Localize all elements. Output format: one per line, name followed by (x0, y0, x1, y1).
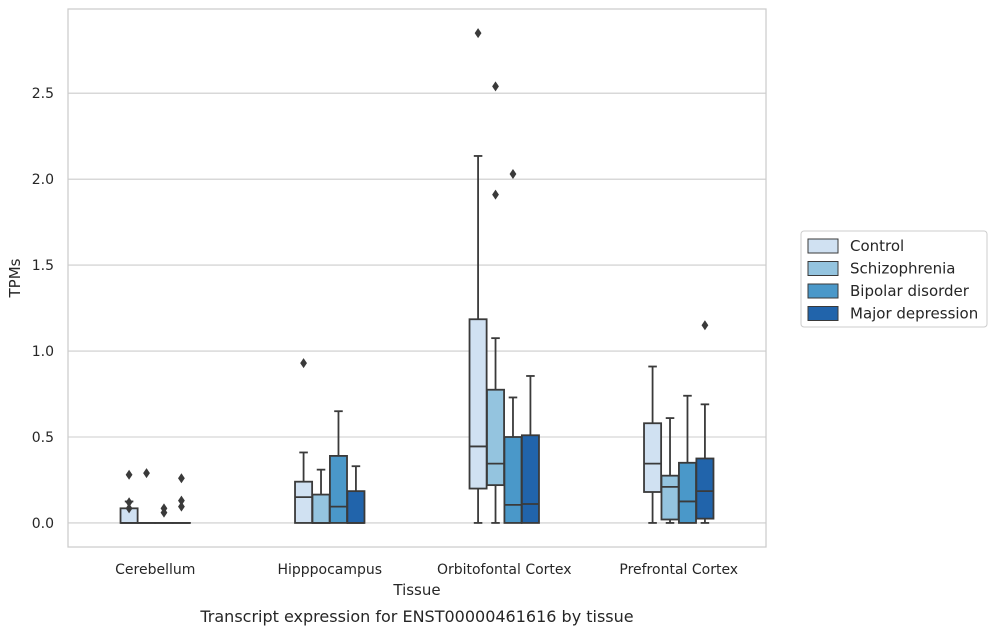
box-2-1 (486, 81, 505, 524)
box-0-1 (137, 468, 156, 524)
box-plot-marks (119, 28, 715, 524)
box-1-2 (329, 410, 348, 524)
box-2-2 (503, 169, 523, 524)
outlier-point (125, 497, 133, 508)
y-tick-label: 2.0 (32, 172, 54, 188)
box-3-1 (660, 417, 680, 524)
box-1-3 (346, 465, 366, 524)
legend-swatch (807, 283, 839, 299)
box-0-0 (119, 469, 139, 524)
box-body (660, 474, 680, 521)
outlier-point (492, 189, 499, 200)
box-body (503, 436, 523, 524)
box-body (643, 422, 663, 493)
y-tick-label: 2.5 (32, 86, 54, 102)
x-tick-label: Hipppocampus (277, 562, 382, 578)
y-axis-label: TPMs (6, 258, 24, 298)
outlier-point (701, 320, 709, 331)
legend-label: Schizophrenia (850, 260, 955, 278)
y-tick-label: 0.0 (32, 516, 54, 532)
legend-swatch (807, 261, 839, 276)
legend-label: Major depression (850, 305, 978, 323)
box-body (468, 318, 488, 490)
outlier-point (143, 468, 150, 479)
legend-label: Control (850, 237, 904, 255)
box-3-0 (643, 365, 663, 524)
outlier-point (178, 495, 185, 506)
y-tick-label: 0.5 (32, 430, 54, 446)
box-body (486, 388, 505, 487)
box-body (695, 457, 715, 520)
outlier-point (178, 473, 185, 484)
outlier-point (492, 81, 499, 92)
legend-swatch (807, 306, 839, 321)
box-1-0 (294, 358, 314, 524)
box-body (329, 455, 348, 524)
y-tick-label: 1.5 (32, 258, 54, 274)
outlier-point (300, 358, 307, 369)
outlier-point (178, 501, 185, 512)
y-axis-ticks: 0.0 0.5 1.0 1.5 2.0 2.5 (32, 86, 54, 532)
outlier-point (509, 169, 517, 180)
outlier-point (125, 503, 133, 514)
box-2-3 (520, 375, 540, 524)
box-body (520, 434, 540, 524)
box-1-1 (311, 468, 331, 524)
box-3-2 (678, 394, 697, 524)
legend: Control Schizophrenia Bipolar disorder Majo… (800, 230, 988, 328)
box-body (311, 493, 331, 524)
legend-label: Bipolar disorder (850, 282, 970, 300)
legend-frame (800, 230, 988, 328)
box-0-2 (154, 503, 174, 524)
x-axis-ticks: Cerebellum Hipppocampus Orbitofontal Corte… (115, 562, 738, 578)
outlier-point (474, 28, 482, 39)
box-0-3 (171, 473, 191, 524)
x-tick-label: Orbitofontal Cortex (437, 562, 572, 578)
box-body (346, 490, 366, 524)
outlier-point (125, 469, 133, 480)
box-3-3 (695, 320, 715, 524)
x-axis-label: Tissue (392, 581, 440, 599)
box-2-0 (468, 28, 488, 524)
x-tick-label: Cerebellum (115, 562, 195, 578)
plot-frame (67, 8, 767, 548)
chart-caption: Transcript expression for ENST0000046161… (199, 607, 633, 626)
legend-swatch (807, 238, 839, 254)
outlier-point (160, 507, 168, 518)
y-tick-label: 1.0 (32, 344, 54, 360)
x-tick-label: Prefrontal Cortex (619, 562, 738, 578)
box-body (678, 461, 697, 524)
box-body (294, 480, 314, 524)
